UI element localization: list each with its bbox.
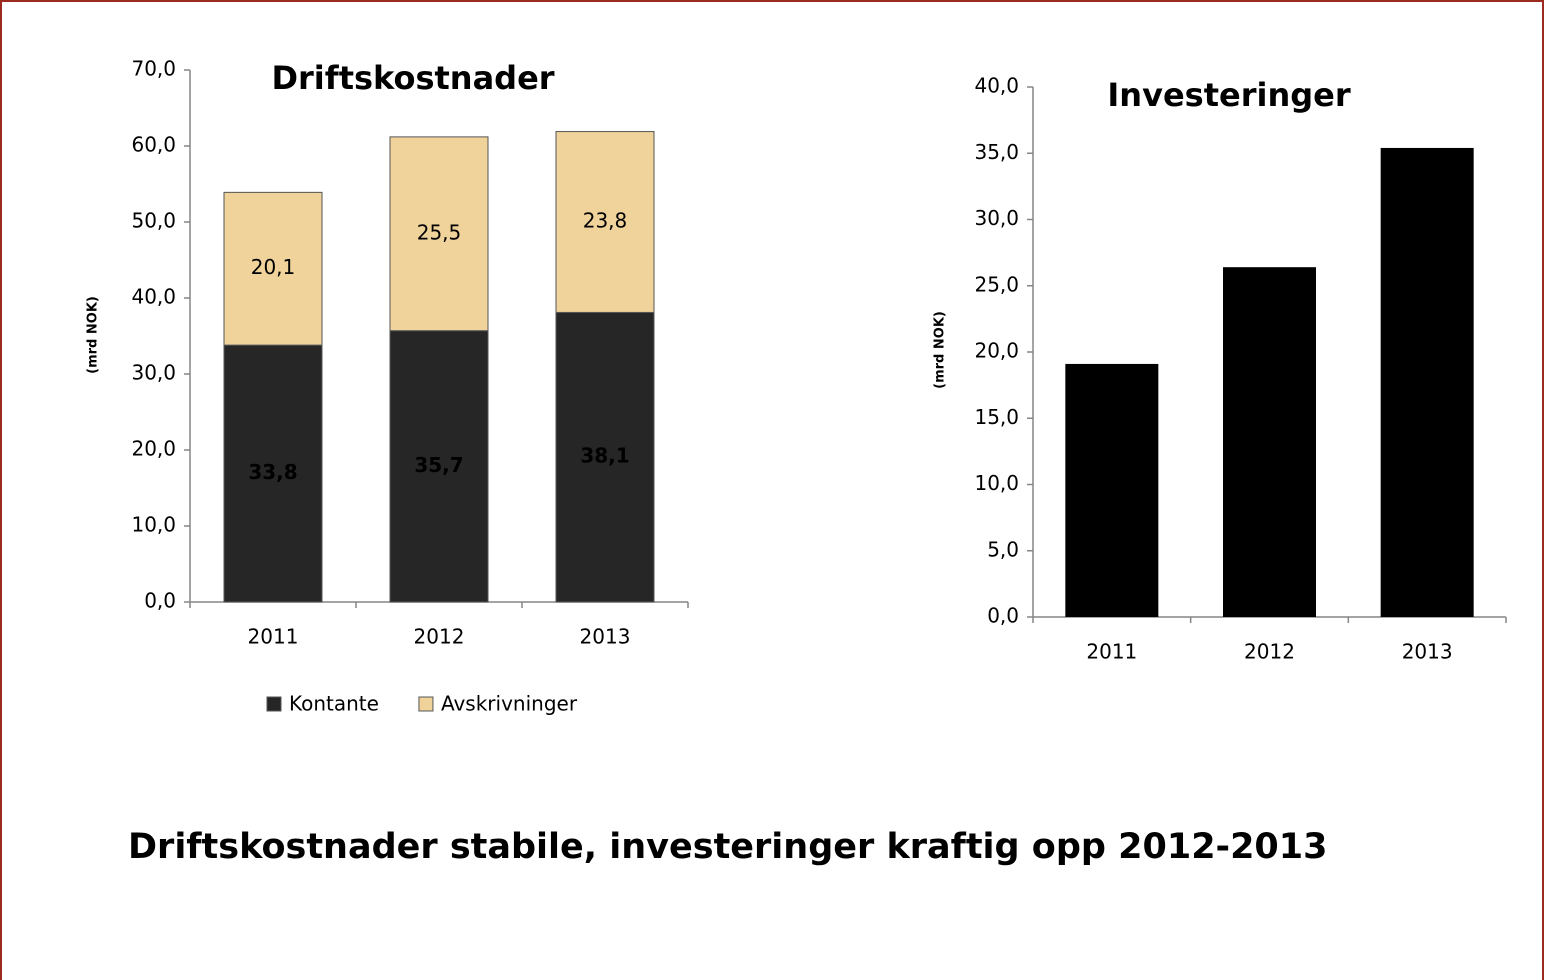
bar [555, 131, 655, 313]
y-axis-label: (mrd NOK) [933, 311, 948, 389]
y-tick-label: 30,0 [974, 206, 1019, 230]
data-label: 35,7 [414, 453, 463, 477]
bar [389, 136, 489, 332]
y-tick-label: 40,0 [974, 74, 1019, 98]
data-label: 23,8 [583, 209, 628, 233]
y-tick-label: 0,0 [144, 589, 176, 613]
bar [1380, 147, 1474, 617]
y-tick-label: 20,0 [131, 437, 176, 461]
legend-label: Kontante [289, 692, 379, 716]
chart-title: Driftskostnader [271, 59, 554, 97]
bar [223, 344, 323, 603]
x-tick-label: 2013 [580, 625, 631, 649]
legend-swatch [418, 696, 434, 712]
x-tick-label: 2013 [1402, 640, 1453, 664]
y-tick-label: 20,0 [974, 339, 1019, 363]
bar [389, 330, 489, 603]
y-tick-label: 60,0 [131, 133, 176, 157]
y-tick-label: 50,0 [131, 209, 176, 233]
chart-title: Investeringer [1107, 76, 1350, 114]
legend-swatch [266, 696, 282, 712]
y-tick-label: 40,0 [131, 285, 176, 309]
x-tick-label: 2012 [414, 625, 465, 649]
bar [1065, 363, 1159, 617]
data-label: 26,4 [1245, 429, 1294, 453]
x-tick-label: 2011 [248, 625, 299, 649]
bar [555, 311, 655, 603]
data-label: 19,1 [1087, 477, 1136, 501]
x-tick-label: 2012 [1244, 640, 1295, 664]
y-tick-label: 10,0 [974, 471, 1019, 495]
data-label: 38,1 [580, 444, 629, 468]
data-label: 25,5 [417, 220, 462, 244]
data-label: 35,4 [1402, 369, 1451, 393]
y-tick-label: 35,0 [974, 140, 1019, 164]
legend-label: Avskrivninger [441, 692, 578, 716]
y-tick-label: 15,0 [974, 405, 1019, 429]
y-tick-label: 5,0 [987, 537, 1019, 561]
data-label: 20,1 [251, 255, 296, 279]
y-tick-label: 0,0 [987, 604, 1019, 628]
caption: Driftskostnader stabile, investeringer k… [128, 827, 1328, 867]
x-tick-label: 2011 [1086, 640, 1137, 664]
y-tick-label: 30,0 [131, 361, 176, 385]
y-tick-label: 70,0 [131, 57, 176, 81]
y-tick-label: 10,0 [131, 513, 176, 537]
data-label: 33,8 [248, 460, 297, 484]
bar [223, 191, 323, 346]
y-tick-label: 25,0 [974, 272, 1019, 296]
y-axis-label: (mrd NOK) [86, 296, 101, 374]
bar [1223, 267, 1316, 617]
